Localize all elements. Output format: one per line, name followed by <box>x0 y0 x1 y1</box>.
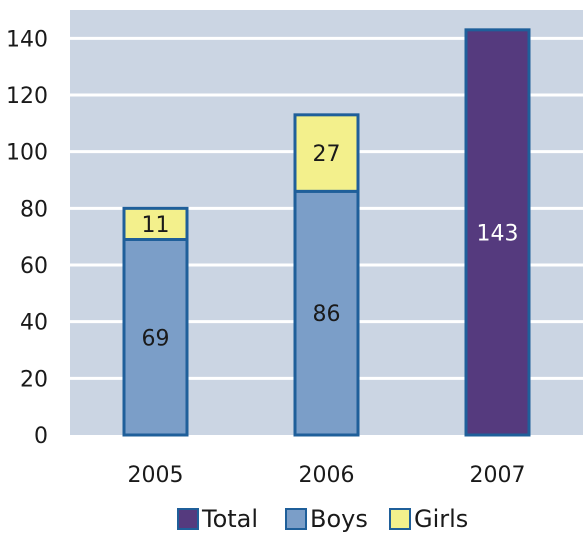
data-label-total-2007: 143 <box>477 221 519 246</box>
legend-label-total: Total <box>201 505 258 533</box>
bar-boys-2006 <box>293 189 360 437</box>
bar-girls-2005 <box>122 206 189 241</box>
data-label-boys-2006: 86 <box>313 302 341 327</box>
y-tick-label: 120 <box>6 84 48 109</box>
bars: 69 11 86 27 143 <box>122 28 531 437</box>
x-tick-label: 2006 <box>299 463 355 488</box>
y-tick-label: 40 <box>20 311 48 336</box>
legend-label-girls: Girls <box>414 505 468 533</box>
data-label-girls-2005: 11 <box>142 213 170 238</box>
x-tick-label: 2005 <box>128 463 184 488</box>
y-tick-label: 80 <box>20 197 48 222</box>
legend-swatch-boys <box>285 508 307 530</box>
legend: Total Boys Girls <box>177 505 468 533</box>
y-tick-label: 20 <box>20 367 48 392</box>
x-tick-label: 2007 <box>470 463 526 488</box>
bar-total-2007 <box>464 28 531 437</box>
data-label-boys-2005: 69 <box>142 326 170 351</box>
y-tick-label: 0 <box>34 424 48 449</box>
y-tick-label: 140 <box>6 27 48 52</box>
data-label-girls-2006: 27 <box>313 142 341 167</box>
legend-label-boys: Boys <box>310 505 368 533</box>
y-tick-label: 100 <box>6 141 48 166</box>
legend-swatch-girls <box>389 508 411 530</box>
legend-swatch-total <box>177 508 199 530</box>
x-axis-ticks: 2005 2006 2007 <box>128 463 526 488</box>
y-axis-ticks: 0 20 40 60 80 100 120 140 <box>6 27 48 449</box>
y-tick-label: 60 <box>20 254 48 279</box>
bar-girls-2006 <box>293 113 360 193</box>
